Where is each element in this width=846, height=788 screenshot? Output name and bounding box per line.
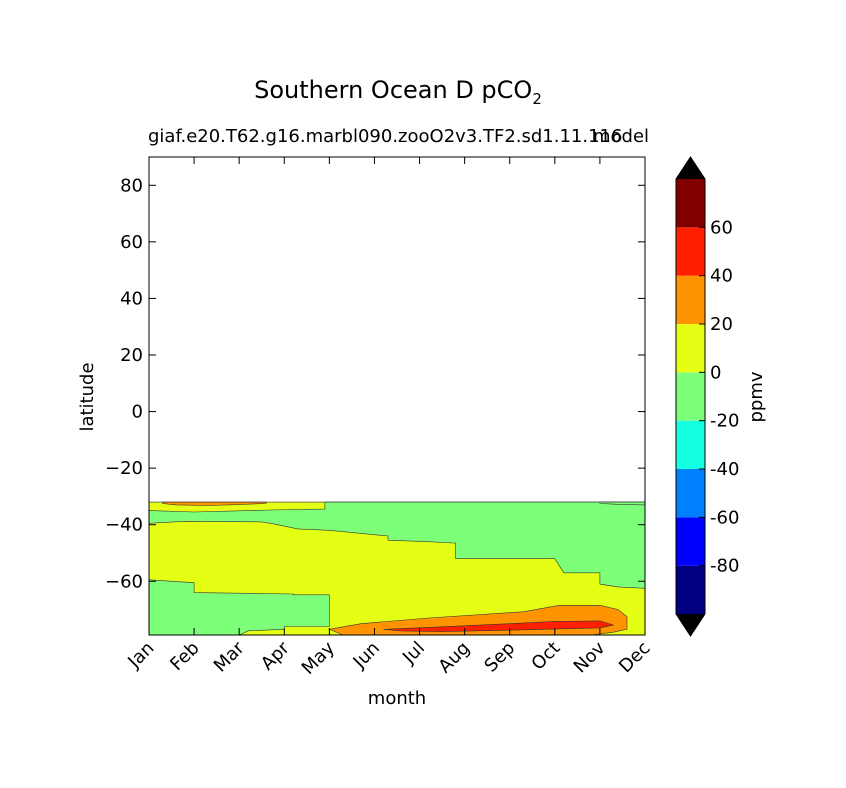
colorbar-swatch	[676, 324, 705, 373]
y-tick-label: −40	[105, 515, 143, 536]
colorbar-tick-label: 60	[710, 217, 733, 238]
contour-region	[162, 501, 267, 506]
plot-frame	[148, 156, 646, 636]
colorbar-swatch	[676, 372, 705, 421]
colorbar-swatch	[676, 275, 705, 324]
y-tick-label: 60	[120, 232, 143, 253]
y-tick-label: 20	[120, 345, 143, 366]
colorbar-tick-label: 40	[710, 266, 733, 287]
x-tick-label: Jul	[398, 638, 429, 669]
colorbar-tick-label: -60	[710, 507, 739, 528]
y-tick-label: 40	[120, 288, 143, 309]
x-axis-label: month	[368, 688, 426, 709]
y-tick-label: −20	[105, 458, 143, 479]
x-tick-label: Feb	[166, 638, 203, 675]
contour-region	[383, 620, 615, 632]
y-tick-label: −60	[105, 571, 143, 592]
colorbar-swatch	[676, 179, 705, 228]
colorbar-swatch	[676, 469, 705, 518]
y-axis: 80 60 40 20 0 −20 −40 −60	[105, 175, 645, 592]
x-tick-label: Nov	[570, 637, 610, 677]
x-tick-label: Dec	[615, 638, 654, 677]
colorbar-tick-label: 0	[710, 362, 721, 383]
colorbar-swatch	[676, 227, 705, 276]
contour-region	[599, 501, 646, 506]
colorbar-outline	[675, 156, 706, 637]
x-tick-label: Sep	[480, 638, 519, 677]
chart-title: Southern Ocean D pCO2	[0, 76, 796, 108]
colorbar-tick-label: -40	[710, 459, 739, 480]
x-tick-label: Jan	[123, 638, 158, 673]
chart-title-subscript: 2	[532, 89, 542, 108]
colorbar-extend-max	[676, 157, 705, 179]
colorbar-extend-min	[676, 614, 705, 636]
y-axis-label: latitude	[77, 362, 98, 431]
x-tick-label: May	[298, 637, 339, 678]
colorbar-swatch	[676, 420, 705, 469]
colorbar-tick-label: -80	[710, 556, 739, 577]
x-tick-label: Oct	[527, 638, 564, 675]
x-tick-label: Jun	[349, 638, 384, 673]
x-tick-label: Apr	[257, 637, 294, 674]
chart-subtitle-model: model	[593, 126, 650, 147]
colorbar-tick-label: 20	[710, 314, 733, 335]
colorbar-label: ppmv	[746, 371, 767, 422]
colorbar: -80 -60 -40 -20 0 20 40 60	[675, 156, 739, 637]
x-tick-label: Mar	[210, 637, 249, 676]
y-tick-label: 80	[120, 175, 143, 196]
chart-title-text: Southern Ocean D pCO	[254, 76, 533, 104]
chart-subtitle-case: giaf.e20.T62.g16.marbl090.zooO2v3.TF2.sd…	[148, 126, 623, 147]
colorbar-swatch	[676, 565, 705, 614]
y-tick-label: 0	[132, 402, 143, 423]
colorbar-tick-label: -20	[710, 411, 739, 432]
contour-fill-layer	[148, 501, 646, 636]
contour-region	[148, 501, 646, 589]
colorbar-swatch	[676, 517, 705, 566]
x-tick-label: Aug	[434, 638, 474, 678]
